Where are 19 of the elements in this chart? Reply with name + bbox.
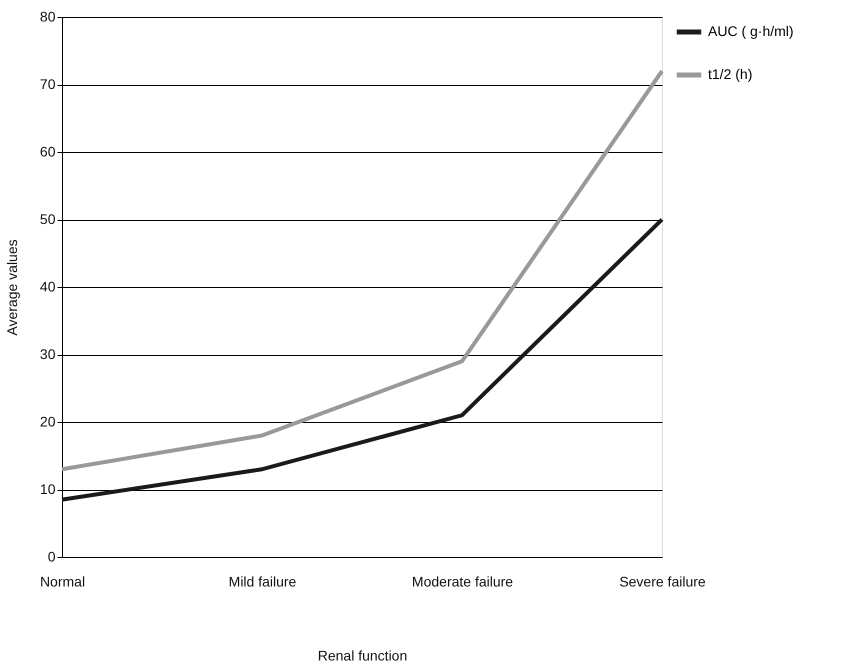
legend-label: t1/2 (h) (708, 66, 752, 82)
y-tick-label: 0 (48, 548, 56, 564)
legend-label: AUC ( g·h/ml) (708, 23, 794, 39)
x-axis-title: Renal function (318, 648, 408, 664)
line-series (60, 69, 664, 472)
x-tick-label: Moderate failure (412, 574, 514, 590)
y-tick-label: 70 (40, 76, 56, 92)
y-tick-label: 30 (40, 346, 56, 362)
y-axis-title: Average values (4, 239, 20, 336)
y-tick-label: 60 (40, 144, 56, 160)
y-tick-label: 40 (40, 278, 56, 294)
x-tick-label: Severe failure (619, 574, 706, 590)
y-tick-label: 80 (40, 8, 56, 24)
x-tick-label: Normal (40, 574, 86, 590)
line-series (60, 218, 664, 502)
y-tick-label: 10 (40, 481, 56, 497)
y-tick-label: 50 (40, 211, 56, 227)
y-tick-label: 20 (40, 414, 56, 430)
x-tick-label: Mild failure (228, 574, 297, 590)
